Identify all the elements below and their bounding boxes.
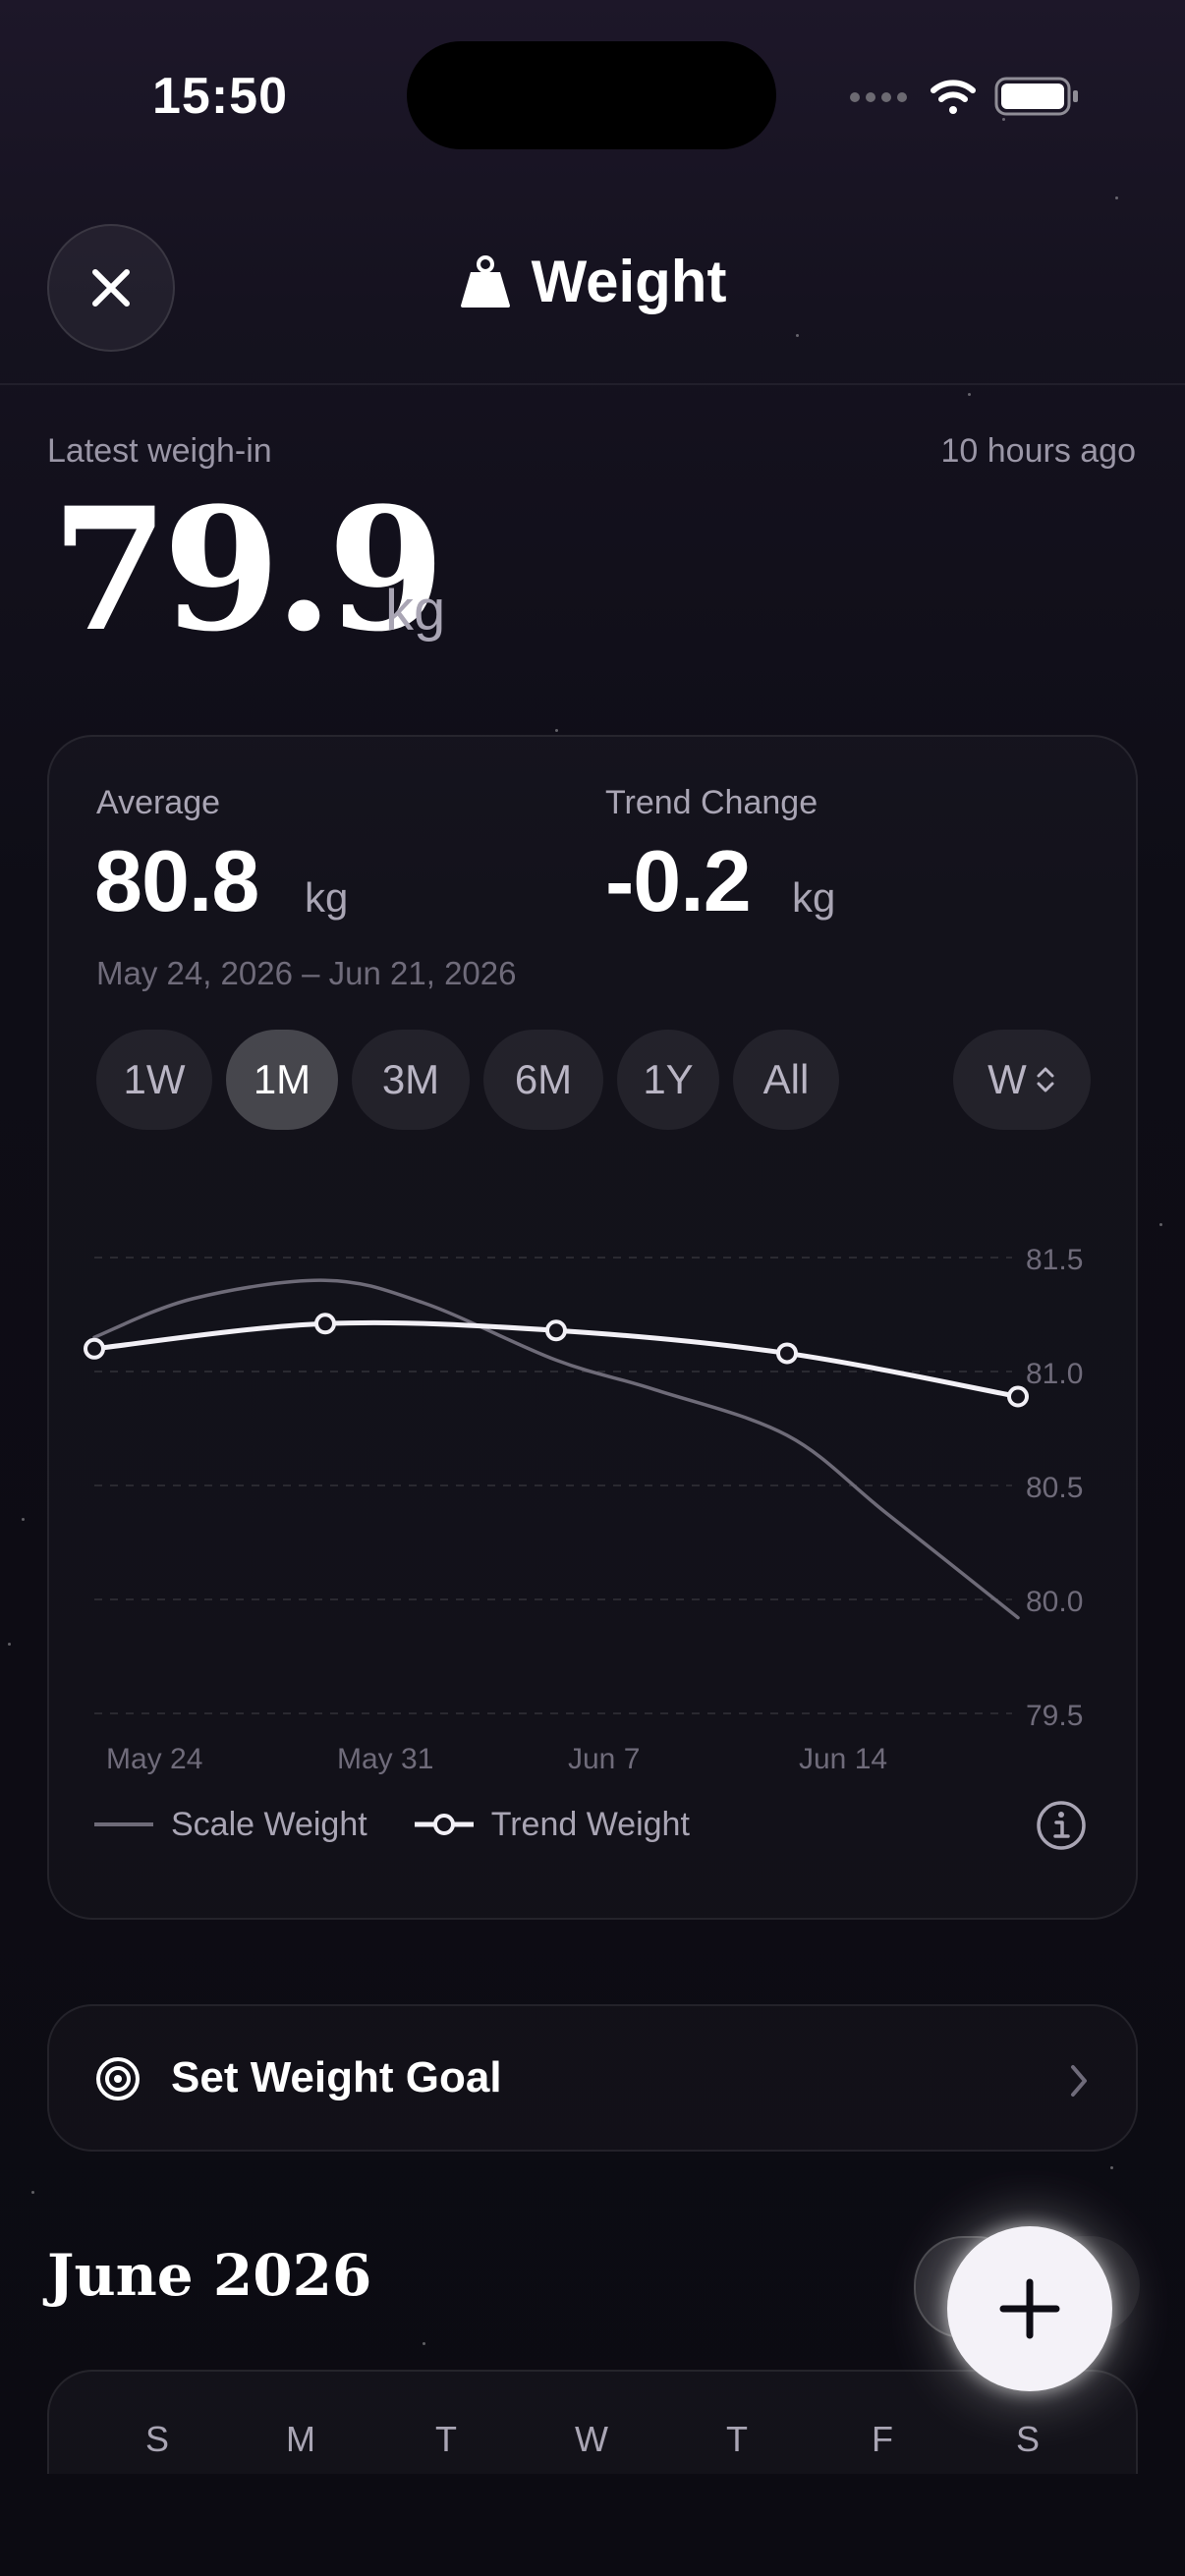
trend-weight-legend-swatch: [414, 1814, 474, 1835]
range-pill-1m[interactable]: 1M: [226, 1030, 338, 1130]
dynamic-island: [407, 41, 776, 149]
calendar-card: S M T W T F S: [47, 2370, 1138, 2576]
background-star: [1115, 196, 1118, 199]
calendar-month-title: June 2026: [47, 2242, 372, 2309]
chart-legend: Scale Weight Trend Weight: [94, 1800, 690, 1849]
background-star: [423, 2342, 425, 2345]
cellular-signal-icon: [850, 92, 907, 102]
plus-icon: [999, 2278, 1060, 2339]
weekday-sun: S: [144, 2419, 169, 2459]
background-star: [8, 1643, 11, 1646]
trend-weight-point: [84, 1337, 105, 1360]
info-icon[interactable]: [1036, 1800, 1087, 1851]
wifi-icon: [931, 80, 976, 114]
set-weight-goal-label: Set Weight Goal: [171, 2053, 502, 2101]
x-tick-label: May 24: [106, 1743, 202, 1775]
range-pill-1y[interactable]: 1Y: [617, 1030, 719, 1130]
weekday-wed: W: [575, 2419, 608, 2459]
add-weight-button[interactable]: [947, 2226, 1112, 2391]
background-star: [1002, 118, 1005, 121]
page-title-text: Weight: [531, 249, 727, 314]
battery-icon: [994, 77, 1078, 116]
weight-chart-card: Average 80.8 kg Trend Change -0.2 kg May…: [47, 735, 1138, 1920]
target-icon: [96, 2057, 140, 2100]
scale-weight-legend-swatch: [94, 1822, 153, 1826]
background-star: [1159, 1223, 1162, 1226]
set-weight-goal-button[interactable]: Set Weight Goal: [47, 2004, 1138, 2152]
weekday-thu: T: [726, 2419, 748, 2459]
page-title: Weight: [0, 248, 1185, 315]
chevron-up-down-icon: [1037, 1067, 1054, 1092]
trend-change-unit: kg: [792, 874, 836, 921]
average-label: Average: [96, 784, 221, 821]
background-star: [1110, 2166, 1113, 2169]
latest-weight-unit: kg: [385, 579, 446, 643]
average-unit: kg: [305, 874, 349, 921]
trend-weight-point: [1007, 1385, 1029, 1408]
latest-weigh-in-time: 10 hours ago: [940, 432, 1137, 470]
x-tick-label: Jun 7: [568, 1743, 640, 1775]
close-button[interactable]: [47, 224, 175, 352]
background-star: [796, 334, 799, 337]
y-tick-label: 81.0: [1026, 1358, 1083, 1390]
status-time: 15:50: [152, 68, 288, 125]
range-pill-all[interactable]: All: [733, 1030, 839, 1130]
weekday-mon: M: [286, 2419, 315, 2459]
average-value: 80.8: [94, 832, 259, 929]
trend-change-label: Trend Change: [605, 784, 818, 821]
y-tick-label: 79.5: [1026, 1700, 1083, 1732]
scale-weight-legend-label: Scale Weight: [171, 1805, 367, 1843]
aggregation-value: W: [988, 1056, 1027, 1102]
aggregation-select[interactable]: W: [953, 1030, 1091, 1130]
latest-weigh-in-label: Latest weigh-in: [47, 432, 272, 470]
weekday-tue: T: [435, 2419, 457, 2459]
trend-weight-point: [545, 1319, 567, 1342]
trend-change-value: -0.2: [605, 832, 752, 929]
weekday-fri: F: [872, 2419, 893, 2459]
range-pill-6m[interactable]: 6M: [483, 1030, 603, 1130]
weight-line-chart: 81.5 81.0 80.5 80.0 79.5 May 24 May 31 Jun 7 Jun…: [84, 1244, 1083, 1775]
range-pill-1w[interactable]: 1W: [96, 1030, 212, 1130]
weekday-sat: S: [1015, 2419, 1040, 2459]
latest-weight-value: 79.9: [51, 470, 445, 669]
weight-icon: [460, 254, 510, 308]
y-tick-label: 80.5: [1026, 1472, 1083, 1504]
header-divider: [0, 383, 1185, 385]
trend-weight-point: [314, 1313, 336, 1335]
chevron-right-icon: [1071, 2065, 1087, 2097]
background-star: [31, 2191, 34, 2194]
range-pill-3m[interactable]: 3M: [352, 1030, 470, 1130]
date-range: May 24, 2026 – Jun 21, 2026: [96, 955, 517, 991]
status-icons: [850, 77, 1078, 116]
trend-weight-point: [776, 1342, 798, 1365]
scale-weight-line: [92, 1278, 1020, 1620]
close-icon: [92, 269, 130, 307]
background-star: [22, 1518, 25, 1521]
y-tick-label: 81.5: [1026, 1244, 1083, 1276]
y-tick-label: 80.0: [1026, 1586, 1083, 1618]
bottom-fade: [0, 2474, 1185, 2576]
background-star: [968, 393, 971, 396]
trend-weight-legend-label: Trend Weight: [490, 1805, 690, 1843]
x-tick-label: May 31: [337, 1743, 433, 1775]
x-tick-label: Jun 14: [799, 1743, 887, 1775]
background-star: [555, 729, 558, 732]
